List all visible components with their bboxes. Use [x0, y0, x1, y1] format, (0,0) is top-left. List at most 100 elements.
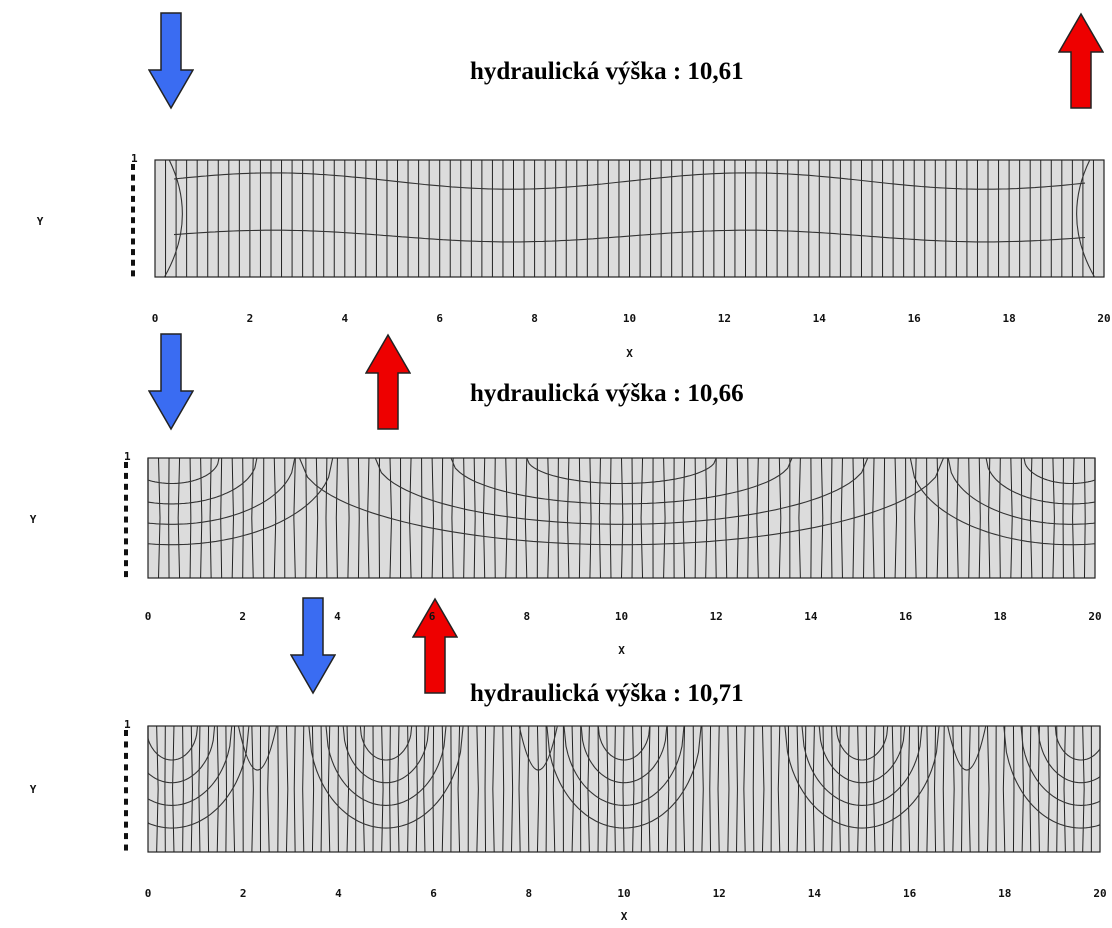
x-tick-label: 4 — [334, 610, 341, 623]
y-tick — [131, 238, 135, 245]
equipotential-line — [302, 725, 305, 853]
equipotential-line — [315, 457, 319, 579]
streamline — [147, 457, 334, 546]
equipotential-line — [305, 457, 307, 579]
equipotential-line — [934, 725, 937, 853]
x-tick-label: 8 — [523, 610, 530, 623]
equipotential-line — [389, 457, 392, 579]
y-tick — [131, 206, 135, 213]
equipotential-line — [840, 457, 843, 579]
y-tick — [131, 195, 135, 202]
streamline — [563, 725, 685, 806]
y-tick — [131, 174, 135, 181]
x-tick-label: 10 — [617, 887, 630, 900]
streamline — [308, 725, 464, 829]
equipotential-line — [796, 725, 800, 853]
equipotential-line — [177, 457, 181, 579]
equipotential-line — [502, 725, 505, 853]
streamline — [359, 725, 413, 761]
equipotential-line — [778, 457, 782, 579]
x-tick-label: 0 — [145, 610, 152, 623]
equipotential-line — [747, 457, 749, 579]
equipotential-line — [961, 725, 963, 853]
equipotential-line — [189, 457, 192, 579]
equipotential-line — [717, 725, 720, 853]
y-axis-label: Y — [30, 783, 37, 796]
equipotential-line — [1010, 457, 1013, 579]
panel-1-title: hydraulická výška : 10,61 — [470, 58, 744, 85]
equipotential-line — [232, 725, 236, 853]
equipotential-line — [978, 457, 981, 579]
equipotential-line — [727, 725, 730, 853]
equipotential-line — [1056, 725, 1059, 853]
equipotential-line — [682, 725, 686, 853]
equipotential-line — [216, 725, 220, 853]
equipotential-line — [777, 725, 781, 853]
equipotential-line — [1083, 457, 1086, 579]
x-tick-label: 6 — [430, 887, 437, 900]
x-tick-label: 0 — [145, 887, 152, 900]
equipotential-line — [209, 457, 212, 579]
y-tick — [124, 844, 128, 851]
equipotential-line — [431, 457, 435, 579]
x-tick-label: 20 — [1093, 887, 1106, 900]
y-tick — [124, 764, 128, 771]
streamline — [526, 457, 717, 485]
up-arrow-icon — [365, 333, 411, 430]
equipotential-line — [648, 725, 651, 853]
equipotential-line — [942, 725, 945, 853]
equipotential-line — [225, 725, 227, 853]
streamline — [325, 725, 447, 806]
equipotential-line — [756, 457, 759, 579]
equipotential-line — [327, 725, 331, 853]
equipotential-line — [598, 457, 601, 579]
equipotential-line — [571, 725, 575, 853]
equipotential-line — [946, 457, 949, 579]
equipotential-line — [736, 725, 738, 853]
streamline — [801, 725, 923, 806]
equipotential-line — [838, 725, 841, 853]
equipotential-line — [798, 457, 801, 579]
equipotential-line — [872, 457, 875, 579]
equipotential-line — [914, 457, 917, 579]
y-tick — [124, 571, 128, 578]
equipotential-line — [631, 457, 634, 579]
equipotential-line — [999, 457, 1001, 579]
equipotential-line — [451, 457, 454, 579]
x-tick-label: 16 — [908, 312, 922, 325]
equipotential-line — [613, 725, 616, 853]
y-tick — [131, 270, 135, 277]
x-tick-label: 10 — [623, 312, 636, 325]
x-axis-label: X — [621, 910, 628, 923]
y-tick — [131, 217, 135, 224]
x-tick-label: 12 — [713, 887, 726, 900]
equipotential-line — [457, 725, 461, 853]
equipotential-line — [609, 457, 612, 579]
equipotential-line — [883, 457, 886, 579]
y-tick — [124, 472, 128, 479]
equipotential-line — [1029, 725, 1032, 853]
equipotential-line — [1047, 725, 1050, 853]
equipotential-line — [347, 457, 350, 579]
equipotential-line — [926, 725, 929, 853]
y-tick — [124, 833, 128, 840]
equipotential-line — [357, 457, 360, 579]
equipotential-line — [709, 725, 712, 853]
equipotential-line — [567, 457, 570, 579]
equipotential-line — [701, 725, 704, 853]
y-tick — [124, 821, 128, 828]
equipotential-line — [1029, 457, 1033, 579]
streamline — [784, 725, 940, 829]
up-arrow-icon — [412, 597, 458, 694]
x-tick-label: 6 — [436, 312, 443, 325]
x-tick-label: 12 — [710, 610, 723, 623]
equipotential-line — [220, 457, 223, 579]
down-arrow-icon — [290, 597, 336, 695]
equipotential-line — [242, 457, 244, 579]
y-axis-label: Y — [30, 513, 37, 526]
y-tick — [124, 527, 128, 534]
equipotential-line — [988, 457, 991, 579]
y-tick — [124, 810, 128, 817]
x-tick-label: 2 — [247, 312, 254, 325]
equipotential-line — [714, 457, 717, 579]
